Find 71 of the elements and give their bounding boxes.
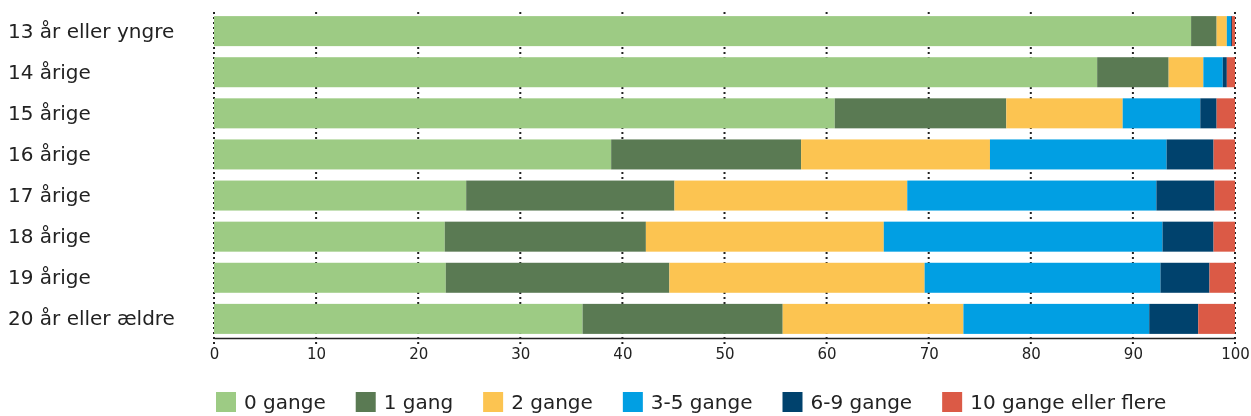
y-tick-label: 13 år eller yngre (8, 18, 175, 43)
bar (1200, 98, 1217, 129)
bar (1226, 57, 1235, 88)
bar (1162, 221, 1214, 252)
bar (801, 139, 990, 170)
bar (1166, 139, 1214, 170)
bar (214, 16, 1192, 47)
x-tick-label: 80 (1021, 344, 1041, 363)
legend-label: 1 gang (383, 390, 454, 414)
bar (834, 98, 1007, 129)
bar (214, 98, 835, 129)
y-tick-label: 14 årige (8, 59, 91, 84)
bar (466, 180, 675, 211)
y-tick-label: 16 årige (8, 141, 91, 166)
bar (214, 303, 583, 334)
y-tick-label: 20 år eller ældre (8, 306, 175, 331)
x-tick-label: 10 (307, 344, 327, 363)
bar (444, 221, 646, 252)
bar (1156, 180, 1215, 211)
bar (1213, 139, 1235, 170)
bar (582, 303, 783, 334)
bar (1226, 16, 1231, 47)
y-tick-label: 17 årige (8, 182, 91, 207)
x-tick-label: 50 (715, 344, 735, 363)
bar (214, 180, 467, 211)
bar (883, 221, 1163, 252)
bar (1160, 262, 1210, 293)
bar (1191, 16, 1217, 47)
bar (1216, 16, 1227, 47)
x-tick-label: 70 (919, 344, 939, 363)
bar (1097, 57, 1169, 88)
bar (907, 180, 1157, 211)
bar (674, 180, 908, 211)
bar (1168, 57, 1204, 88)
legend-label: 0 gange (244, 390, 326, 414)
bar (963, 303, 1150, 334)
bar (669, 262, 925, 293)
bar (214, 57, 1098, 88)
y-tick-label: 15 årige (8, 100, 91, 125)
legend-label: 2 gange (511, 390, 593, 414)
bar (1216, 98, 1235, 129)
bar (1006, 98, 1123, 129)
x-tick-label: 60 (817, 344, 837, 363)
bar (1213, 221, 1235, 252)
y-tick-label: 18 årige (8, 224, 91, 249)
bar (611, 139, 802, 170)
x-tick-label: 30 (511, 344, 531, 363)
y-tick-label: 19 årige (8, 265, 91, 290)
bar (445, 262, 670, 293)
bar (1198, 303, 1235, 334)
legend-label: 6-9 gange (810, 390, 913, 414)
legend-label: 10 gange eller flere (970, 390, 1167, 414)
legend-label: 3-5 gange (650, 390, 753, 414)
bar (1222, 57, 1227, 88)
bar (1149, 303, 1199, 334)
x-tick-label: 100 (1221, 344, 1250, 363)
x-tick-label: 90 (1123, 344, 1143, 363)
bar (1203, 57, 1223, 88)
bar (214, 139, 612, 170)
bar (645, 221, 884, 252)
x-tick-label: 0 (209, 344, 220, 363)
bar (782, 303, 964, 334)
x-tick-label: 20 (409, 344, 429, 363)
bar (989, 139, 1167, 170)
bar (1214, 180, 1235, 211)
bar (214, 221, 445, 252)
bar (1122, 98, 1201, 129)
x-tick-label: 40 (613, 344, 633, 363)
bar (214, 262, 446, 293)
bar (1209, 262, 1235, 293)
bar (924, 262, 1161, 293)
